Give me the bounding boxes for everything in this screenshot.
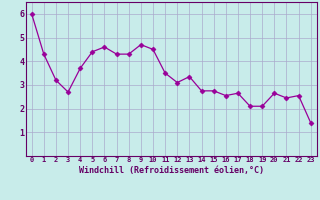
- X-axis label: Windchill (Refroidissement éolien,°C): Windchill (Refroidissement éolien,°C): [79, 166, 264, 175]
